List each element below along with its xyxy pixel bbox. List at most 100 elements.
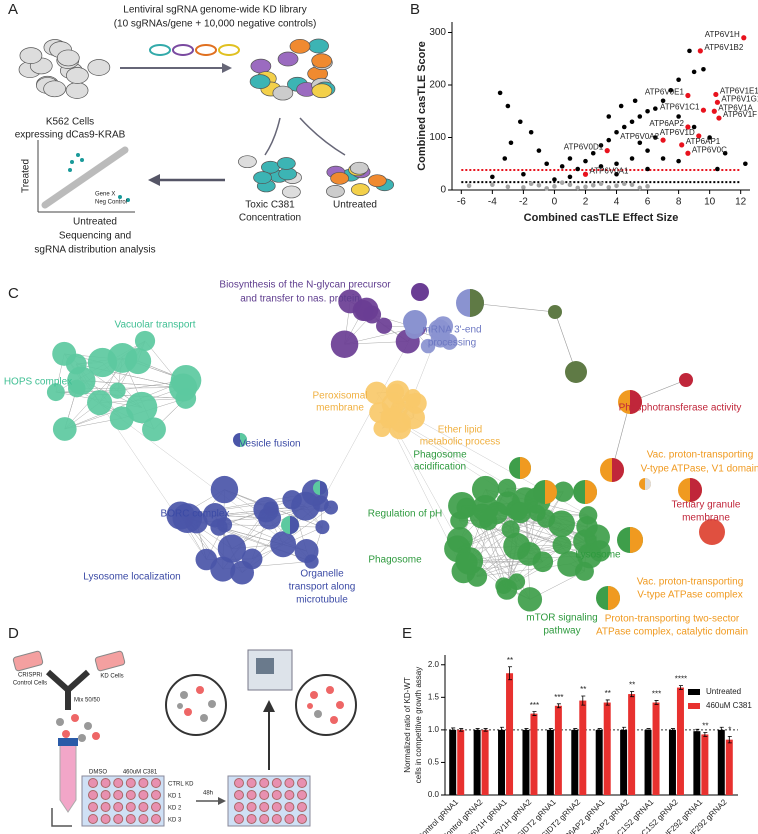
error-bar — [508, 666, 513, 681]
cell — [238, 155, 257, 169]
zoom-cells — [177, 686, 344, 724]
point-label: ATP6V0A2 — [620, 132, 660, 141]
cluster-label: Ether lipid — [438, 425, 482, 436]
bar — [522, 729, 530, 795]
point — [521, 185, 526, 190]
edge — [503, 491, 564, 586]
error-bar — [605, 699, 610, 706]
well — [246, 814, 257, 824]
well — [297, 790, 307, 800]
node — [109, 406, 134, 431]
panel-label: C — [8, 285, 19, 302]
point — [528, 181, 534, 186]
cell-label: CRISPRi — [18, 673, 42, 679]
error-bar — [654, 700, 659, 705]
cluster-label: Vac. proton-transporting — [647, 450, 754, 461]
node — [576, 516, 598, 538]
x-tick-label: -2 — [519, 197, 528, 208]
cell — [350, 183, 370, 196]
point — [653, 106, 658, 111]
library-subtitle: (10 sgRNAs/gene + 10,000 negative contro… — [114, 19, 317, 30]
point — [618, 103, 624, 109]
well — [113, 778, 124, 788]
well — [113, 814, 124, 824]
point — [700, 107, 707, 113]
point-label: ATP6V1G1 — [721, 94, 758, 103]
cell — [43, 80, 66, 98]
arrow-head — [148, 174, 160, 186]
node — [270, 531, 297, 558]
bar — [457, 729, 465, 795]
y-tick-label: 100 — [429, 132, 446, 143]
error-bar — [597, 728, 602, 732]
point — [743, 161, 748, 167]
y-axis-label: Normalized ratio of KD-WT — [403, 677, 412, 773]
well — [284, 778, 295, 788]
point — [687, 48, 692, 54]
error-bar — [459, 728, 464, 732]
node-half — [470, 289, 484, 317]
cluster-label: Phagosome — [413, 450, 467, 461]
node — [373, 419, 391, 437]
arrow-head — [218, 797, 226, 805]
legend-swatch — [688, 703, 700, 709]
node — [52, 417, 77, 441]
mini-scatter: Gene X Neg Control Treated — [21, 140, 135, 213]
point — [604, 148, 610, 154]
y-tick-label: 2.0 — [428, 660, 440, 669]
cluster-label: membrane — [682, 513, 730, 524]
node — [330, 330, 359, 358]
point-label: ATP6V1H — [705, 30, 740, 39]
cell — [330, 171, 349, 185]
panel-label: E — [402, 625, 412, 642]
node-half — [320, 481, 327, 495]
point — [598, 164, 604, 169]
cluster-label: Vesicle fusion — [239, 439, 300, 450]
well — [151, 814, 161, 824]
well — [151, 790, 161, 800]
panel-d: CRISPRi Control Cells KD Cells Mix 50/50… — [13, 649, 357, 827]
node — [552, 535, 572, 555]
node — [87, 390, 113, 416]
point — [722, 150, 728, 156]
well — [88, 802, 98, 812]
node — [456, 551, 478, 573]
node — [501, 520, 520, 539]
cell-label: expressing dCas9-KRAB — [15, 130, 126, 141]
mix-label: Mix 50/50 — [74, 698, 101, 704]
node — [528, 504, 546, 522]
node — [385, 380, 410, 404]
x-tick-label: 4 — [614, 197, 620, 208]
legend-label: Untreated — [706, 687, 741, 696]
well — [246, 802, 257, 812]
panel-label: B — [410, 1, 420, 18]
node-half — [520, 457, 531, 479]
node — [109, 382, 126, 399]
edge — [76, 387, 184, 389]
cluster-label: microtubule — [296, 595, 348, 606]
point — [685, 150, 691, 156]
well — [113, 790, 124, 800]
node — [210, 518, 228, 536]
cell — [289, 38, 311, 54]
bar — [481, 729, 489, 795]
x-tick-label: -4 — [488, 197, 497, 208]
cluster-label: Vacuolar transport — [115, 320, 196, 331]
well — [234, 814, 244, 824]
node — [210, 556, 236, 582]
point — [521, 171, 526, 177]
node — [503, 532, 531, 560]
node — [67, 366, 96, 395]
cluster-label: Organelle — [300, 569, 344, 580]
well — [88, 790, 98, 800]
point — [741, 35, 747, 41]
y-tick-label: 1.0 — [428, 725, 440, 734]
bar — [628, 694, 636, 795]
cluster-label: Peroxisomal — [312, 391, 367, 402]
point — [660, 156, 666, 161]
well — [297, 802, 307, 812]
cluster-label: Tertiary granule — [672, 500, 741, 511]
panel-e: 0.0 0.5 1.0 1.5 2.0 Normalized ratio of KD-WT… — [403, 655, 752, 834]
cluster-label: acidification — [414, 462, 466, 473]
cell-label: KD Cells — [100, 674, 123, 680]
